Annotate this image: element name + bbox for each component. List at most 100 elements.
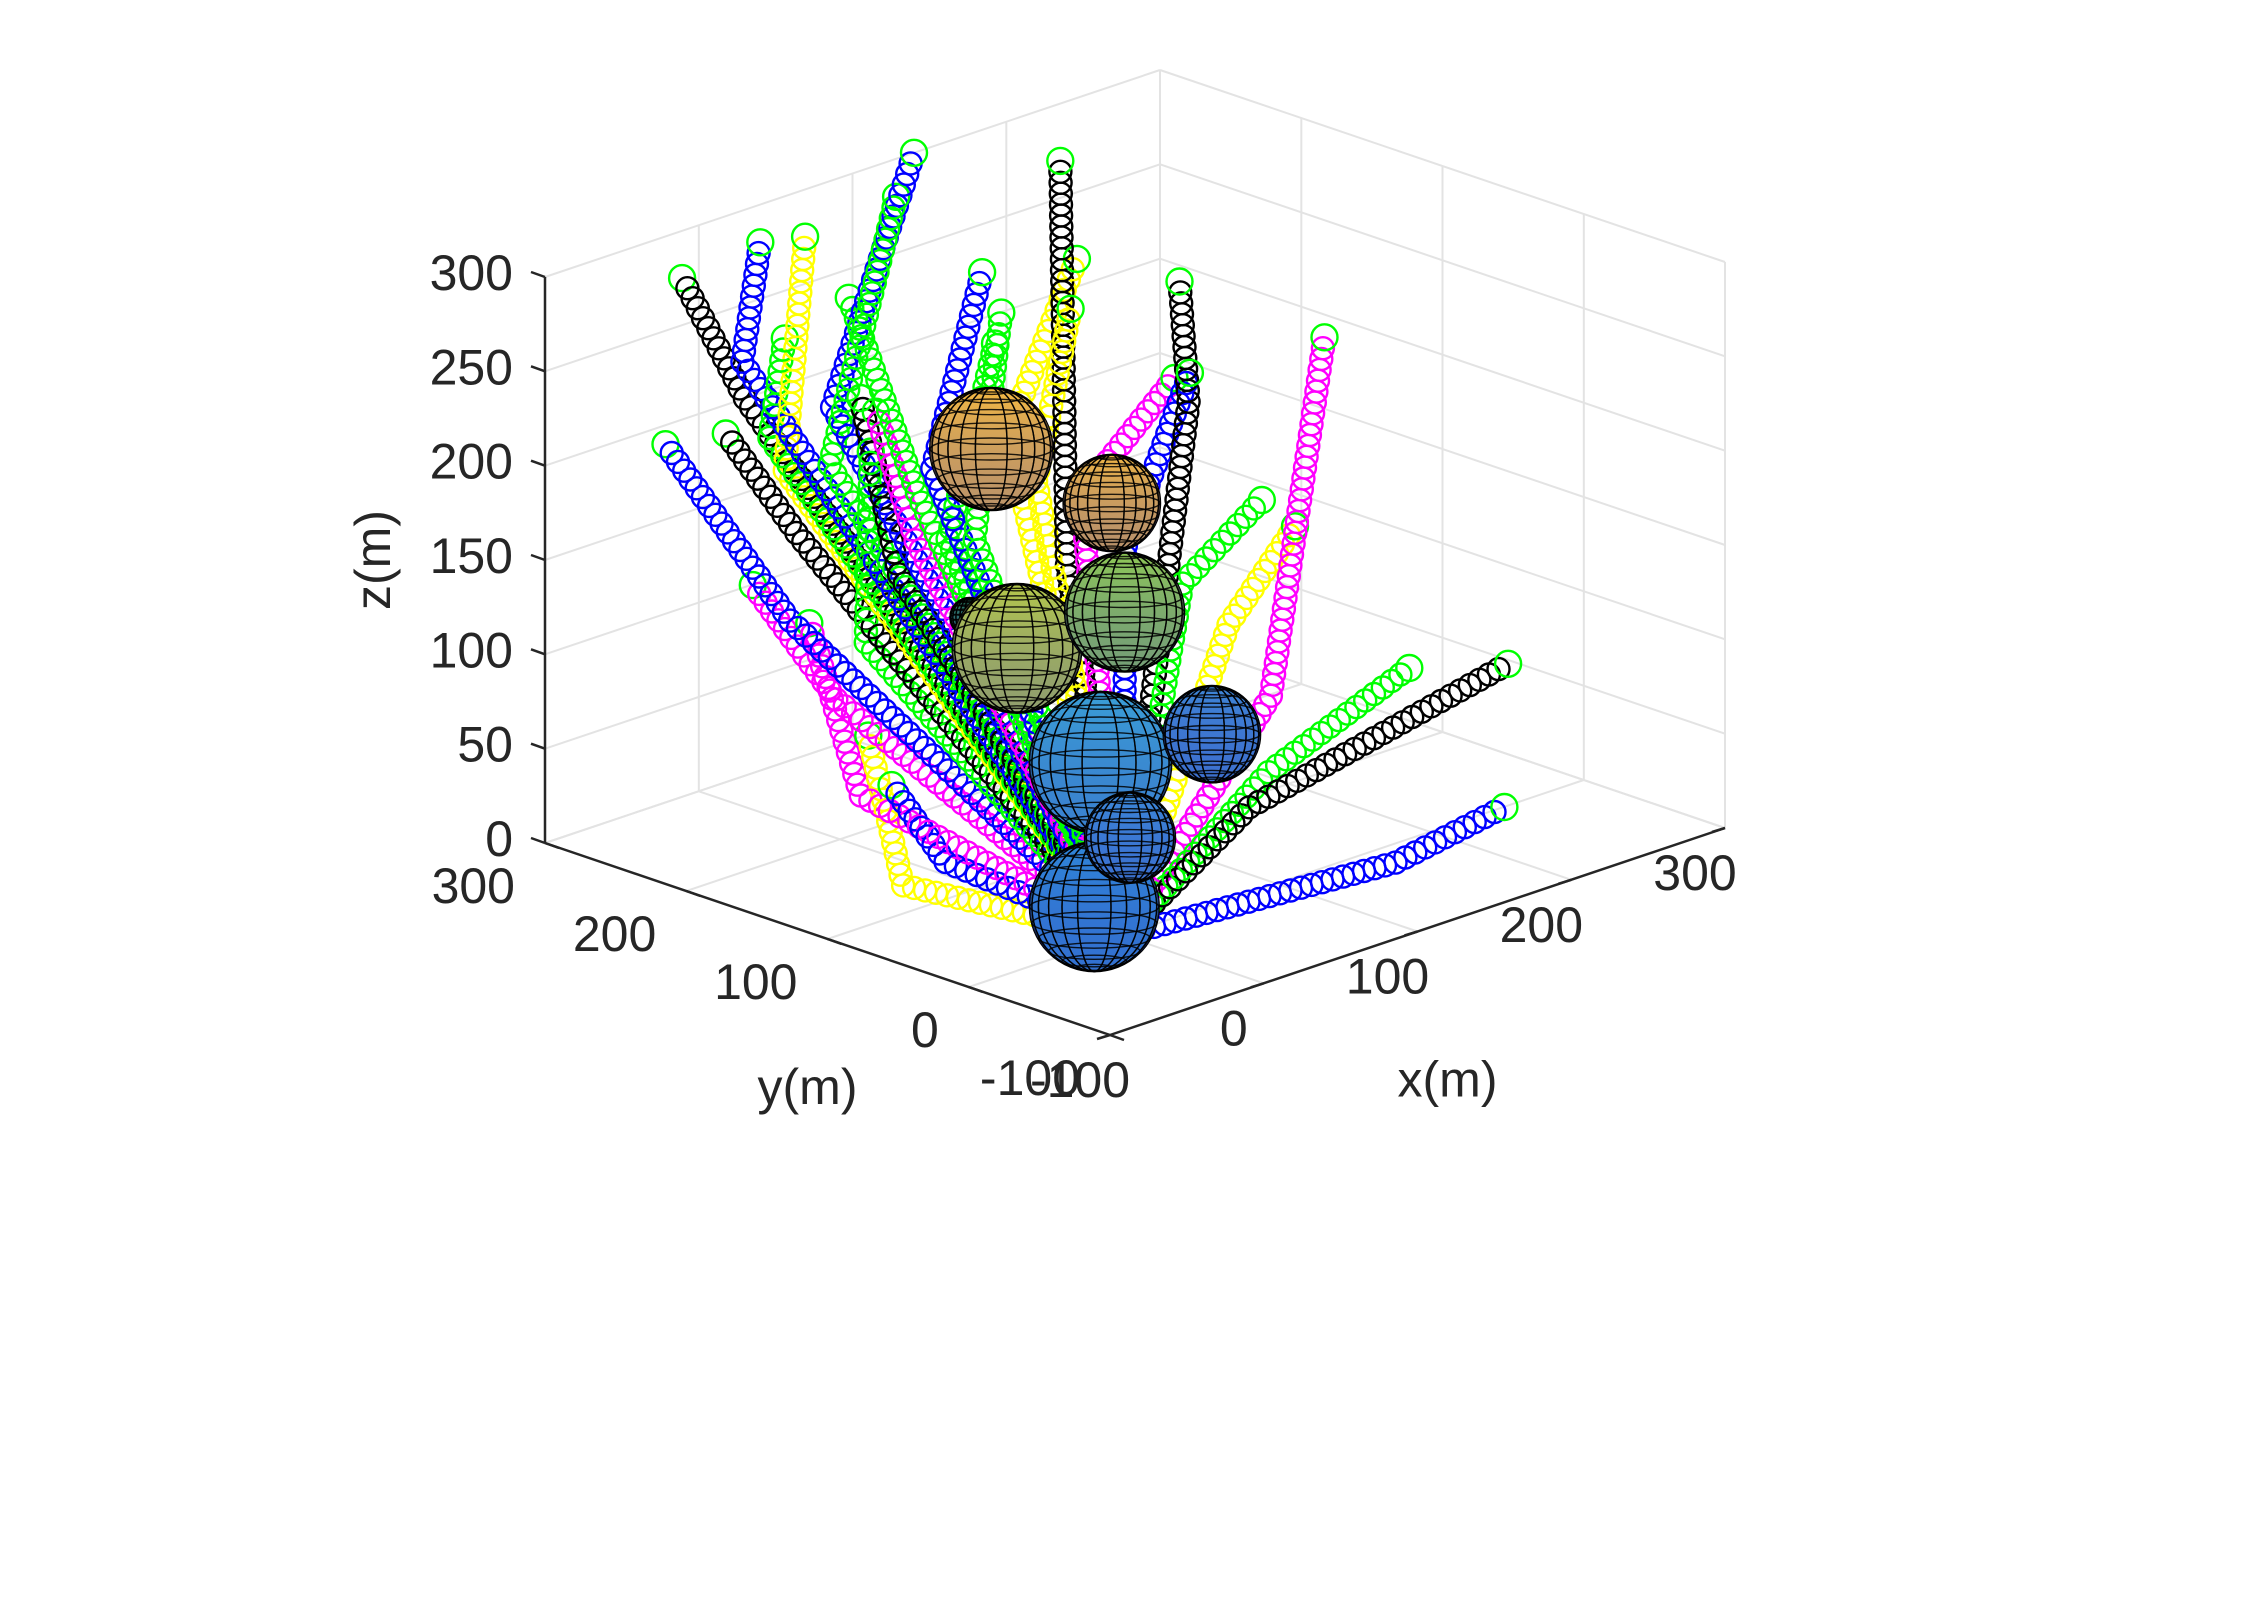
path-marker bbox=[1221, 811, 1246, 836]
sphere bbox=[951, 582, 1083, 714]
sphere-latitude bbox=[1086, 457, 1137, 468]
path-marker bbox=[920, 743, 945, 768]
x-tick bbox=[1711, 826, 1726, 834]
sphere-latitude bbox=[1064, 695, 1137, 711]
path-marker bbox=[1219, 800, 1245, 826]
y-tick bbox=[968, 985, 984, 994]
sphere-latitude bbox=[1086, 538, 1137, 549]
path-marker bbox=[1226, 792, 1252, 817]
path-marker bbox=[860, 638, 886, 663]
path-marker bbox=[881, 204, 906, 229]
y-tick bbox=[1109, 1033, 1125, 1042]
path-marker bbox=[1229, 803, 1254, 828]
path-marker bbox=[1009, 839, 1034, 865]
path-marker bbox=[883, 735, 908, 761]
path-end-marker bbox=[1056, 294, 1085, 323]
sphere-latitude bbox=[937, 408, 1046, 430]
z-tick-label: 300 bbox=[430, 245, 513, 301]
path-marker bbox=[1048, 159, 1073, 185]
sphere-latitude bbox=[1069, 518, 1155, 535]
sphere-latitude bbox=[1061, 954, 1128, 968]
z-tick-label: 150 bbox=[430, 528, 513, 584]
z-axis-label: z(m) bbox=[345, 510, 401, 610]
path-marker bbox=[1309, 346, 1334, 372]
path-end-marker bbox=[790, 222, 820, 251]
path-end-marker bbox=[967, 258, 997, 287]
sphere-latitude bbox=[929, 437, 1054, 461]
path-end-marker bbox=[1490, 792, 1519, 822]
path-marker bbox=[958, 303, 984, 329]
path-marker bbox=[1209, 529, 1235, 554]
path-marker bbox=[1178, 563, 1203, 588]
path-marker bbox=[785, 615, 811, 641]
path-marker bbox=[882, 663, 908, 689]
z-tick-label: 250 bbox=[430, 339, 513, 395]
sphere-longitude bbox=[1164, 685, 1260, 784]
x-tick bbox=[1404, 930, 1418, 937]
path-marker bbox=[1217, 521, 1243, 546]
path-end-marker bbox=[1310, 323, 1339, 352]
path-marker bbox=[1015, 370, 1041, 395]
z-tick bbox=[530, 365, 546, 373]
sphere-latitude bbox=[1072, 631, 1178, 652]
path-marker bbox=[1233, 504, 1259, 529]
path-marker bbox=[967, 805, 992, 830]
path-marker bbox=[1054, 318, 1079, 343]
path-marker bbox=[1241, 776, 1267, 801]
path-end-marker bbox=[980, 329, 1010, 358]
path-marker bbox=[904, 728, 929, 753]
sphere-latitude bbox=[931, 422, 1052, 445]
y-tick-label: -100 bbox=[980, 1050, 1080, 1106]
grid-line bbox=[544, 69, 1161, 278]
y-tick-label: 0 bbox=[911, 1002, 939, 1058]
sphere-shade bbox=[1064, 552, 1185, 672]
path-marker bbox=[840, 701, 866, 726]
x-tick-label: 300 bbox=[1653, 845, 1736, 901]
path-marker bbox=[1482, 799, 1507, 825]
y-axis-label: y(m) bbox=[758, 1059, 858, 1115]
sphere-longitude bbox=[1064, 453, 1160, 553]
sphere bbox=[1062, 453, 1162, 553]
sphere-shade bbox=[1163, 685, 1261, 783]
sphere-latitude bbox=[1106, 870, 1154, 881]
path-marker bbox=[992, 825, 1017, 851]
path-end-marker bbox=[1175, 358, 1205, 387]
path-marker bbox=[1168, 280, 1193, 305]
path-marker bbox=[877, 214, 903, 240]
path-marker bbox=[1000, 832, 1026, 858]
path-marker bbox=[1048, 170, 1073, 196]
path-end-marker bbox=[1493, 649, 1523, 678]
sphere-latitude bbox=[1164, 737, 1260, 756]
path-marker bbox=[805, 546, 830, 571]
path-marker bbox=[1193, 546, 1219, 571]
sphere-latitude bbox=[1031, 878, 1158, 903]
z-tick-label: 0 bbox=[485, 811, 513, 867]
sphere-shade bbox=[930, 387, 1053, 511]
sphere-longitude bbox=[1085, 791, 1175, 884]
path-marker bbox=[792, 235, 817, 261]
sphere bbox=[1063, 551, 1186, 673]
path-marker bbox=[793, 623, 819, 648]
sphere-latitude bbox=[1069, 471, 1155, 488]
path-marker bbox=[798, 537, 823, 563]
grid-line bbox=[1159, 635, 1726, 829]
path-end-marker bbox=[987, 298, 1016, 327]
z-tick bbox=[530, 836, 546, 845]
path-marker bbox=[809, 654, 835, 679]
path-end-marker bbox=[881, 182, 911, 212]
sphere-shade bbox=[1063, 454, 1161, 552]
path-marker bbox=[944, 765, 969, 791]
path-marker bbox=[974, 558, 999, 583]
path-marker bbox=[1310, 336, 1336, 361]
sphere-latitude bbox=[1085, 817, 1175, 835]
path-marker bbox=[1115, 424, 1141, 449]
path-end-marker bbox=[746, 228, 775, 257]
z-tick-label: 100 bbox=[430, 622, 513, 678]
sphere bbox=[929, 386, 1054, 512]
sphere-latitude bbox=[1164, 712, 1260, 732]
path-marker bbox=[839, 589, 865, 614]
sphere-latitude bbox=[1066, 615, 1184, 639]
path-marker bbox=[791, 246, 816, 272]
path-marker bbox=[822, 697, 848, 722]
path-marker bbox=[896, 720, 921, 746]
